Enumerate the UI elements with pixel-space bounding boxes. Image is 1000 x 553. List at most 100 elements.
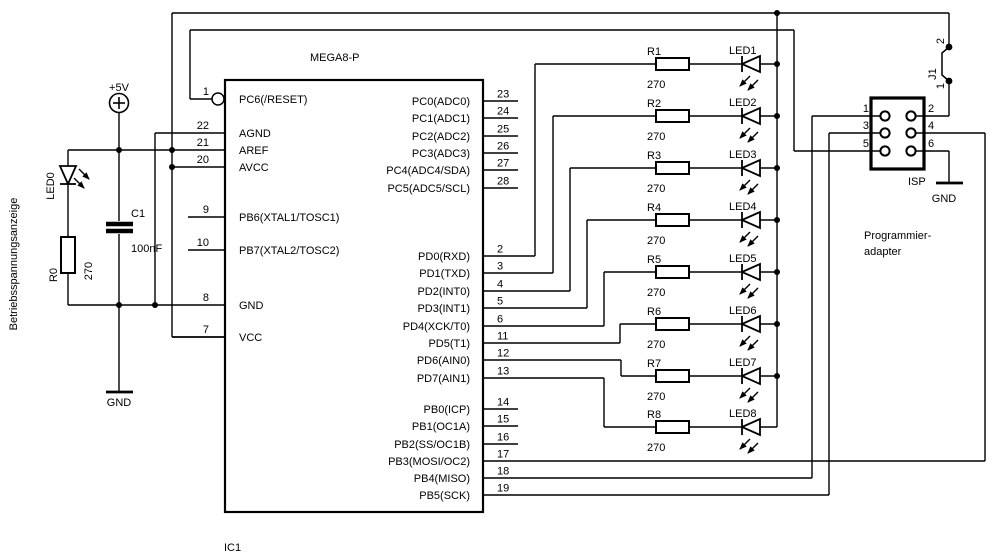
led-symbol	[739, 106, 761, 126]
led-arrow	[739, 179, 751, 191]
pin-number: 26	[497, 141, 509, 153]
pin-number: 27	[497, 158, 509, 170]
pin-number: 14	[497, 397, 509, 409]
led-arrow	[747, 235, 759, 247]
capacitor-ref: C1	[131, 208, 145, 220]
led0-arrow	[73, 177, 85, 189]
isp-pin1-number: 1	[863, 103, 869, 115]
led-ref: LED6	[729, 305, 757, 317]
junction-dot	[116, 302, 122, 308]
pin-name: PD4(XCK/T0)	[403, 321, 470, 333]
pin-name: AGND	[239, 128, 271, 140]
led-symbol	[739, 314, 761, 334]
resistor-ref: R6	[647, 306, 661, 318]
pin-number: 22	[197, 120, 209, 132]
pin-name: PC0(ADC0)	[412, 96, 470, 108]
pin-number: 19	[497, 483, 509, 495]
pin-name: PB2(SS/OC1B)	[394, 439, 470, 451]
resistor-ref: R4	[647, 202, 661, 214]
r0-value: 270	[83, 262, 95, 280]
isp-pin-pad	[905, 110, 917, 122]
ic-title: MEGA8-P	[310, 52, 360, 64]
pin-number: 16	[497, 432, 509, 444]
programmer-title-line2: adapter	[864, 246, 902, 258]
isp-pin-pad	[905, 145, 917, 157]
resistor-value: 270	[647, 79, 665, 91]
led-ref: LED5	[729, 253, 757, 265]
pin-name: AREF	[239, 145, 269, 157]
resistor-ref: R3	[647, 150, 661, 162]
pin-number: 18	[497, 466, 509, 478]
led-arrow	[739, 127, 751, 139]
pin-number: 15	[497, 414, 509, 426]
jumper-pin1-label: 1	[935, 83, 947, 89]
pin-name: PD0(RXD)	[418, 251, 470, 263]
left-gnd-label: GND	[107, 397, 132, 409]
pin-number: 3	[497, 261, 503, 273]
jumper-pad	[945, 77, 953, 85]
junction-dot	[774, 269, 780, 275]
led-arrow	[747, 339, 759, 351]
resistor-value: 270	[647, 442, 665, 454]
jumper-pin2-label: 2	[935, 38, 947, 44]
programmer-title-line1: Programmier-	[864, 230, 932, 242]
led-arrow	[747, 131, 759, 143]
ic-body	[223, 78, 485, 514]
pin-name: PB4(MISO)	[414, 473, 470, 485]
pin-name: PD6(AIN0)	[417, 355, 470, 367]
resistor-value: 270	[647, 391, 665, 403]
pin-name: PB3(MOSI/OC2)	[388, 456, 470, 468]
pin-name: GND	[239, 300, 264, 312]
pin-number: 10	[197, 237, 209, 249]
isp-pin5-number: 5	[863, 138, 869, 150]
resistor-value: 270	[647, 131, 665, 143]
resistor-symbol	[655, 109, 690, 123]
static-labels: MEGA8-P IC1 +5V C1 100nF GND LED0 R0 270…	[8, 38, 956, 553]
led-ref: LED2	[729, 97, 757, 109]
led-arrow	[739, 75, 751, 87]
pin-number: 7	[203, 324, 209, 336]
junction-dots	[116, 10, 780, 379]
junction-dot	[774, 113, 780, 119]
junction-dot	[152, 302, 158, 308]
jumper-j1-label: J1	[927, 68, 939, 80]
isp-label: ISP	[908, 176, 926, 188]
isp-pin-pad	[879, 110, 891, 122]
resistor-symbol	[655, 213, 690, 227]
pin-number: 4	[497, 279, 503, 291]
pin-number: 5	[497, 296, 503, 308]
pin-number: 8	[203, 292, 209, 304]
led-arrow	[747, 287, 759, 299]
resistor-symbol	[655, 420, 690, 434]
supply-5v-symbol	[108, 92, 130, 114]
junction-dot	[774, 373, 780, 379]
pin-number: 20	[197, 154, 209, 166]
resistor-symbol	[655, 317, 690, 331]
junction-dot	[774, 10, 780, 16]
pin-name: PC2(ADC2)	[412, 131, 470, 143]
led-arrow	[747, 79, 759, 91]
resistor-ref: R5	[647, 254, 661, 266]
pin-number: 12	[497, 348, 509, 360]
isp-gnd-label: GND	[932, 193, 957, 205]
pin-name: PB6(XTAL1/TOSC1)	[239, 212, 339, 224]
resistor-ref: R7	[647, 358, 661, 370]
resistor-value: 270	[647, 287, 665, 299]
resistor-symbol	[655, 369, 690, 383]
led-arrow	[739, 231, 751, 243]
pin-name: PC6(/RESET)	[239, 94, 307, 106]
led-symbol	[739, 54, 761, 74]
ic-designator: IC1	[224, 542, 241, 553]
led-arrow	[739, 438, 751, 450]
isp-connector-body	[869, 96, 926, 171]
pin-number: 2	[497, 244, 503, 256]
pin-number: 21	[197, 137, 209, 149]
pin-name: VCC	[239, 332, 262, 344]
resistor-value: 270	[647, 235, 665, 247]
resistor-ref: R1	[647, 46, 661, 58]
junction-dot	[774, 165, 780, 171]
led-symbol	[739, 158, 761, 178]
isp-pin-pad	[879, 145, 891, 157]
